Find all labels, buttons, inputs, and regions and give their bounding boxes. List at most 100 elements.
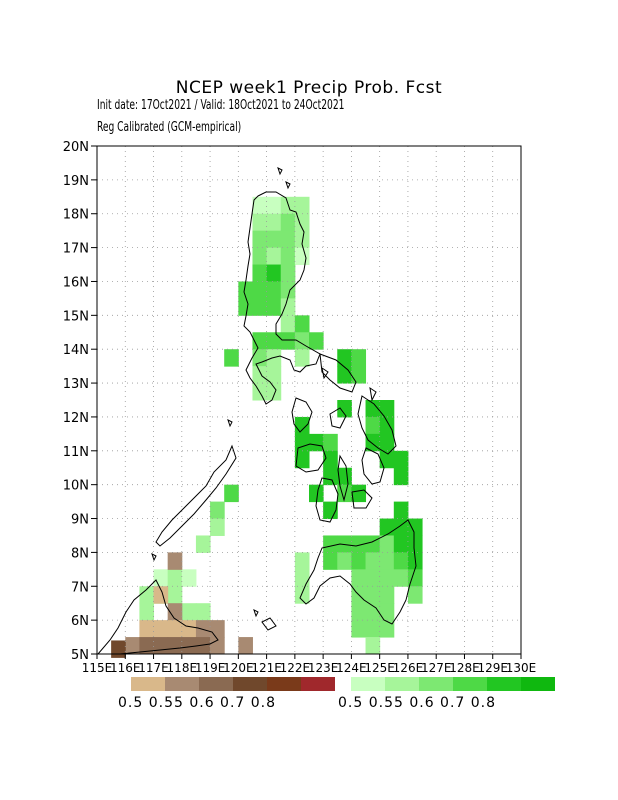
dry-probability-cell (195, 620, 211, 638)
wet-probability-cell (294, 230, 310, 249)
wet-probability-cell (210, 518, 225, 536)
probability-cells (111, 196, 423, 658)
wet-probability-cell (337, 366, 352, 384)
wet-probability-cell (379, 620, 395, 638)
coastline-polillo (321, 366, 329, 380)
wet-probability-cell (337, 349, 352, 367)
wet-probability-cell (280, 281, 296, 299)
dry-probability-cell (181, 620, 197, 638)
dry-probability-cell (139, 637, 155, 655)
wet-probability-cell (309, 484, 324, 503)
wet-probability-cell (351, 620, 367, 638)
wet-probability-cell (266, 264, 282, 282)
coastline-cebu (337, 454, 349, 502)
wet-probability-cell (309, 433, 324, 452)
lat-tick-label: 17N (63, 242, 89, 257)
wet-probability-cell (266, 383, 282, 401)
wet-probability-cell (266, 213, 282, 232)
dry-probability-cell (167, 603, 183, 621)
dry-probability-cell (181, 637, 197, 655)
wet-probability-cell (252, 366, 268, 384)
dry-legend-swatch (199, 677, 233, 691)
wet-probability-cell (393, 552, 409, 570)
lon-tick-label: 118E (167, 661, 198, 675)
wet-probability-cell (252, 247, 268, 266)
wet-probability-cell (407, 586, 423, 604)
wet-probability-cell (365, 400, 381, 418)
wet-probability-cell (309, 332, 324, 350)
dry-probability-cell (153, 637, 169, 655)
wet-probability-cell (365, 552, 381, 570)
wet-probability-cell (351, 603, 367, 621)
wet-probability-cell (195, 535, 211, 553)
coastline-borneo (96, 579, 219, 655)
wet-probability-cell (167, 569, 183, 587)
lat-tick-label: 5N (71, 648, 89, 663)
wet-legend-swatch (453, 677, 487, 691)
wet-probability-cell (379, 433, 395, 452)
wet-probability-cell (407, 535, 423, 553)
coastline-sulu (261, 617, 277, 631)
wet-probability-cell (351, 569, 367, 587)
coastline-bicol (319, 353, 357, 393)
wet-probability-cell (294, 315, 310, 333)
wet-probability-cell (280, 264, 296, 282)
wet-probability-cell (337, 552, 352, 570)
wet-probability-cell (379, 518, 395, 536)
lat-tick-label: 8N (71, 546, 89, 561)
lon-tick-label: 127E (421, 661, 452, 675)
wet-probability-cell (153, 569, 169, 587)
lon-tick-label: 124E (336, 661, 367, 675)
wet-probability-cell (323, 450, 338, 469)
wet-probability-cell (224, 349, 239, 367)
wet-probability-cell (379, 400, 395, 418)
wet-probability-cell (167, 586, 183, 604)
wet-probability-cell (266, 332, 282, 350)
wet-probability-cell (393, 501, 409, 520)
wet-legend-swatch (385, 677, 419, 691)
lat-tick-label: 16N (63, 275, 89, 290)
dry-legend-swatch (267, 677, 301, 691)
coastline-islet-3 (253, 609, 259, 618)
wet-probability-cell (351, 349, 367, 367)
wet-probability-cell (181, 603, 197, 621)
lon-tick-label: 125E (364, 661, 395, 675)
wet-probability-cell (379, 569, 395, 587)
wet-probability-cell (252, 349, 268, 367)
gridlines (97, 146, 521, 654)
wet-probability-cell (379, 552, 395, 570)
coastline-islet-1 (227, 419, 233, 428)
wet-probability-cell (323, 467, 338, 486)
wet-probability-cell (252, 230, 268, 249)
wet-probability-cell (210, 501, 225, 520)
wet-probability-cell (266, 196, 282, 215)
lon-tick-label: 129E (477, 661, 508, 675)
lat-tick-label: 10N (63, 479, 89, 494)
wet-probability-cell (294, 586, 310, 604)
lon-tick-label: 123E (308, 661, 339, 675)
dry-legend-swatch (301, 677, 335, 691)
wet-probability-cell (139, 603, 155, 621)
calibration-label: Reg Calibrated (GCM-empirical) (97, 120, 242, 135)
wet-probability-cell (365, 637, 381, 655)
lon-tick-label: 117E (138, 661, 169, 675)
wet-legend-labels: 0.5 0.55 0.6 0.7 0.8 (338, 695, 497, 711)
wet-probability-cell (337, 400, 352, 418)
wet-probability-cell (365, 603, 381, 621)
lat-tick-label: 15N (63, 309, 89, 324)
wet-probability-cell (351, 484, 367, 503)
lat-tick-label: 18N (63, 208, 89, 223)
wet-probability-cell (280, 315, 296, 333)
wet-probability-cell (294, 196, 310, 215)
wet-probability-cell (365, 569, 381, 587)
legend (131, 677, 555, 691)
wet-legend-swatch (521, 677, 555, 691)
coastline-babuyan (285, 181, 291, 190)
wet-probability-cell (252, 281, 268, 299)
lat-tick-label: 12N (63, 411, 89, 426)
wet-probability-cell (323, 433, 338, 452)
wet-probability-cell (294, 349, 310, 367)
wet-probability-cell (365, 586, 381, 604)
wet-probability-cell (252, 213, 268, 232)
coastline-luzon (243, 191, 321, 405)
